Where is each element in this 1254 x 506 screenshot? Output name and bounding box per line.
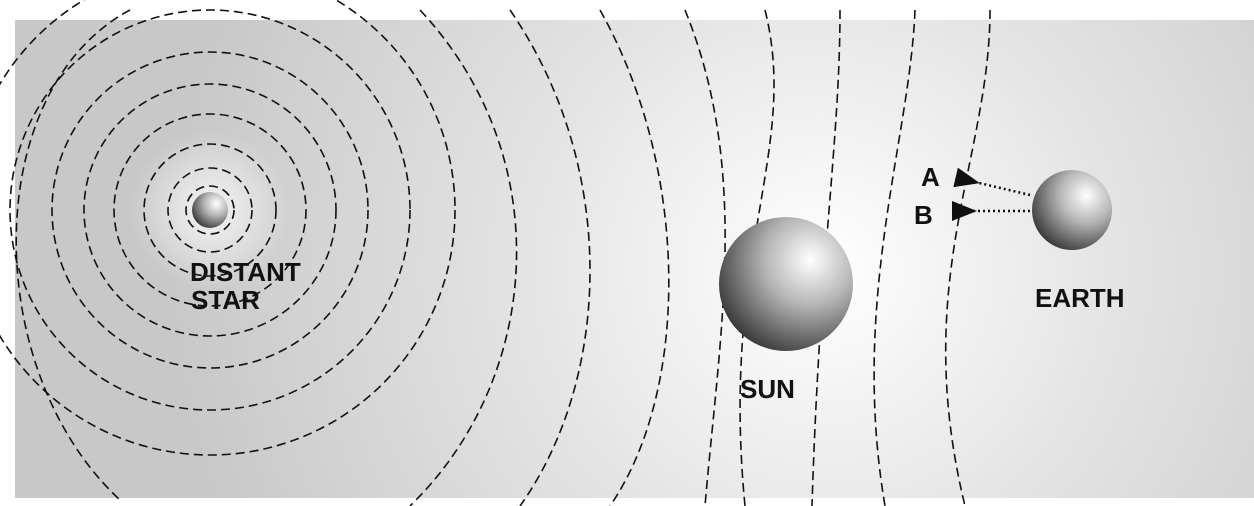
sun xyxy=(719,217,853,351)
star-label: STAR xyxy=(191,285,260,315)
point-label: B xyxy=(914,200,933,230)
star xyxy=(192,192,228,228)
sun-label: SUN xyxy=(740,374,795,404)
star-wavefronts xyxy=(0,0,991,506)
star-label: DISTANT xyxy=(190,257,301,287)
earth-label: EARTH xyxy=(1035,283,1125,313)
point-label: A xyxy=(921,162,940,192)
earth xyxy=(1032,170,1112,250)
